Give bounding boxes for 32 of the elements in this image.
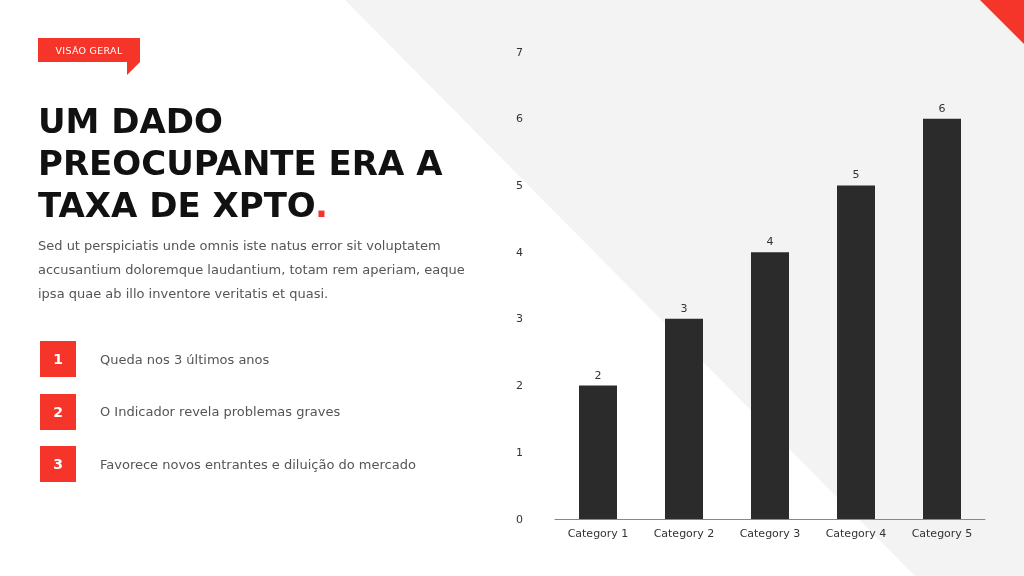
bar: [579, 385, 617, 519]
y-tick-label: 3: [516, 312, 523, 326]
text: 1: [40, 341, 76, 377]
y-tick-label: 7: [516, 45, 523, 59]
text: 2: [40, 393, 76, 430]
x-tick-label: Category 3: [739, 527, 801, 540]
y-tick-label: 5: [516, 178, 523, 192]
bar: [837, 185, 875, 519]
text: Sed ut perspiciatis unde omnis iste natus error sit voluptatem accusantium doloremque laudantium, totam rem aperiam, eaque ipsa quae ab illo inventore veritatis et quasi.: [38, 237, 466, 303]
text: Queda nos 3 últimos anos: [100, 351, 270, 367]
text: UM DADO PREOCUPANTE ERA A TAXA DE XPTO.: [38, 100, 443, 226]
y-tick-label: 0: [516, 512, 523, 526]
x-tick-label: Category 5: [911, 527, 973, 540]
y-tick-label: 4: [516, 245, 523, 259]
data-label: 3: [680, 301, 688, 315]
bar: [751, 252, 789, 519]
data-label: 4: [766, 235, 774, 249]
x-tick-label: Category 1: [567, 527, 629, 540]
text: VISÃO GERAL: [38, 38, 140, 62]
data-label: 2: [594, 368, 602, 382]
y-tick-label: 6: [516, 112, 523, 126]
text: O Indicador revela problemas graves: [100, 404, 341, 419]
y-tick-label: 1: [516, 445, 523, 459]
y-tick-label: 2: [516, 379, 523, 393]
x-tick-label: Category 4: [825, 527, 887, 540]
text: 3: [40, 446, 76, 482]
text: Favorece novos entrantes e diluição do mercado: [100, 456, 416, 472]
data-label: 6: [938, 101, 946, 115]
data-label: 5: [852, 168, 860, 182]
x-tick-label: Category 2: [653, 527, 715, 540]
bar: [923, 118, 961, 519]
bar: [665, 318, 703, 519]
